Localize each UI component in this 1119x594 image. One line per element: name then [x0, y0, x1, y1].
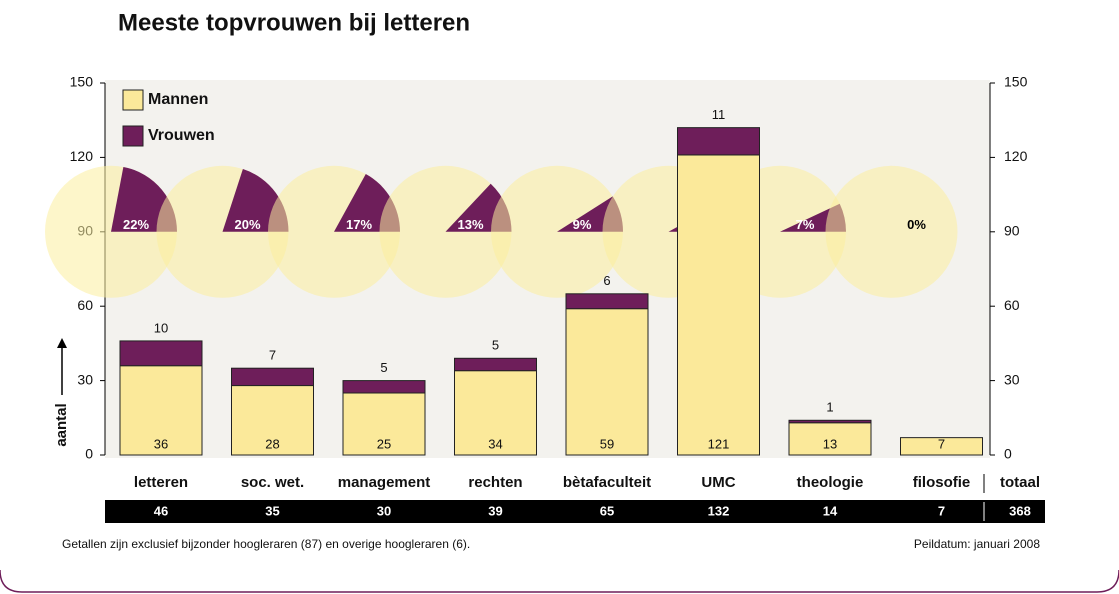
x-tick-label: letteren [134, 474, 188, 491]
total-value: 35 [265, 503, 279, 518]
value-label: 121 [708, 436, 730, 451]
x-tick-label: soc. wet. [241, 474, 304, 491]
bar-segment [677, 154, 760, 456]
y2-tick-label: 120 [1004, 148, 1028, 164]
bar-segment [677, 127, 760, 156]
y2-tick-label: 150 [1004, 74, 1028, 90]
total-value: 132 [708, 503, 730, 518]
y-tick-label: 0 [85, 446, 93, 462]
value-label: 5 [492, 338, 499, 353]
value-label: 7 [938, 436, 945, 451]
value-label: 59 [600, 436, 614, 451]
value-label: 1 [826, 400, 833, 415]
bar-segment [119, 340, 203, 367]
pie-label: 13% [457, 217, 483, 232]
y-axis-label: aantal [53, 403, 70, 446]
y2-tick-label: 90 [1004, 223, 1020, 239]
y2-tick-label: 30 [1004, 371, 1020, 387]
value-label: 11 [712, 107, 726, 122]
legend-label: Mannen [148, 91, 208, 108]
x-tick-label: bètafaculteit [563, 474, 651, 491]
x-tick-label: management [338, 474, 431, 491]
pie-label: 17% [346, 217, 372, 232]
legend-label: Vrouwen [148, 127, 215, 144]
bar-segment [231, 385, 314, 456]
legend-swatch [122, 89, 144, 111]
value-label: 10 [154, 320, 168, 335]
bar-segment [231, 367, 314, 387]
total-value: 46 [154, 503, 168, 518]
bar-segment [342, 392, 426, 456]
value-label: 28 [265, 436, 279, 451]
y2-tick-label: 0 [1004, 446, 1012, 462]
x-tick-label: UMC [701, 474, 735, 491]
y-tick-label: 120 [70, 148, 94, 164]
pie-label: 22% [123, 217, 149, 232]
total-label: totaal [1000, 474, 1040, 491]
value-label: 13 [823, 436, 837, 451]
pie-label: 20% [234, 217, 260, 232]
y-tick-label: 150 [70, 74, 94, 90]
x-tick-label: filosofie [913, 474, 971, 491]
totals-band [105, 500, 1045, 523]
bar-segment [565, 308, 649, 456]
legend-swatch [122, 125, 144, 147]
value-label: 36 [154, 436, 168, 451]
total-value: 65 [600, 503, 614, 518]
date-note: Peildatum: januari 2008 [914, 537, 1040, 551]
bar-segment [788, 422, 872, 456]
bar-segment [342, 380, 426, 394]
bar-segment [565, 293, 649, 310]
grand-total: 368 [1009, 503, 1031, 518]
arrow-head [57, 338, 67, 348]
footnote: Getallen zijn exclusief bijzonder hoogle… [62, 537, 470, 551]
bar-segment [788, 419, 872, 424]
value-label: 7 [269, 348, 276, 363]
pie-background [825, 165, 958, 298]
value-label: 6 [603, 273, 610, 288]
y-tick-label: 60 [77, 297, 93, 313]
bar-segment [900, 437, 983, 456]
pie-label: 7% [796, 217, 815, 232]
pie-label: 0% [907, 217, 926, 232]
total-value: 7 [938, 503, 945, 518]
total-value: 14 [823, 503, 838, 518]
pie-background [491, 165, 623, 298]
bar-segment [454, 370, 537, 456]
total-value: 30 [377, 503, 391, 518]
x-tick-label: rechten [468, 474, 522, 491]
total-value: 39 [488, 503, 502, 518]
frame [0, 569, 1119, 593]
value-label: 34 [488, 436, 502, 451]
y-tick-label: 30 [77, 371, 93, 387]
bar-segment [454, 357, 537, 372]
x-tick-label: theologie [797, 474, 864, 491]
y2-tick-label: 60 [1004, 297, 1020, 313]
chart-title: Meeste topvrouwen bij letteren [118, 9, 470, 36]
bar-segment [119, 365, 203, 456]
pie-label: 9% [573, 217, 592, 232]
value-label: 25 [377, 436, 391, 451]
value-label: 5 [380, 360, 387, 375]
